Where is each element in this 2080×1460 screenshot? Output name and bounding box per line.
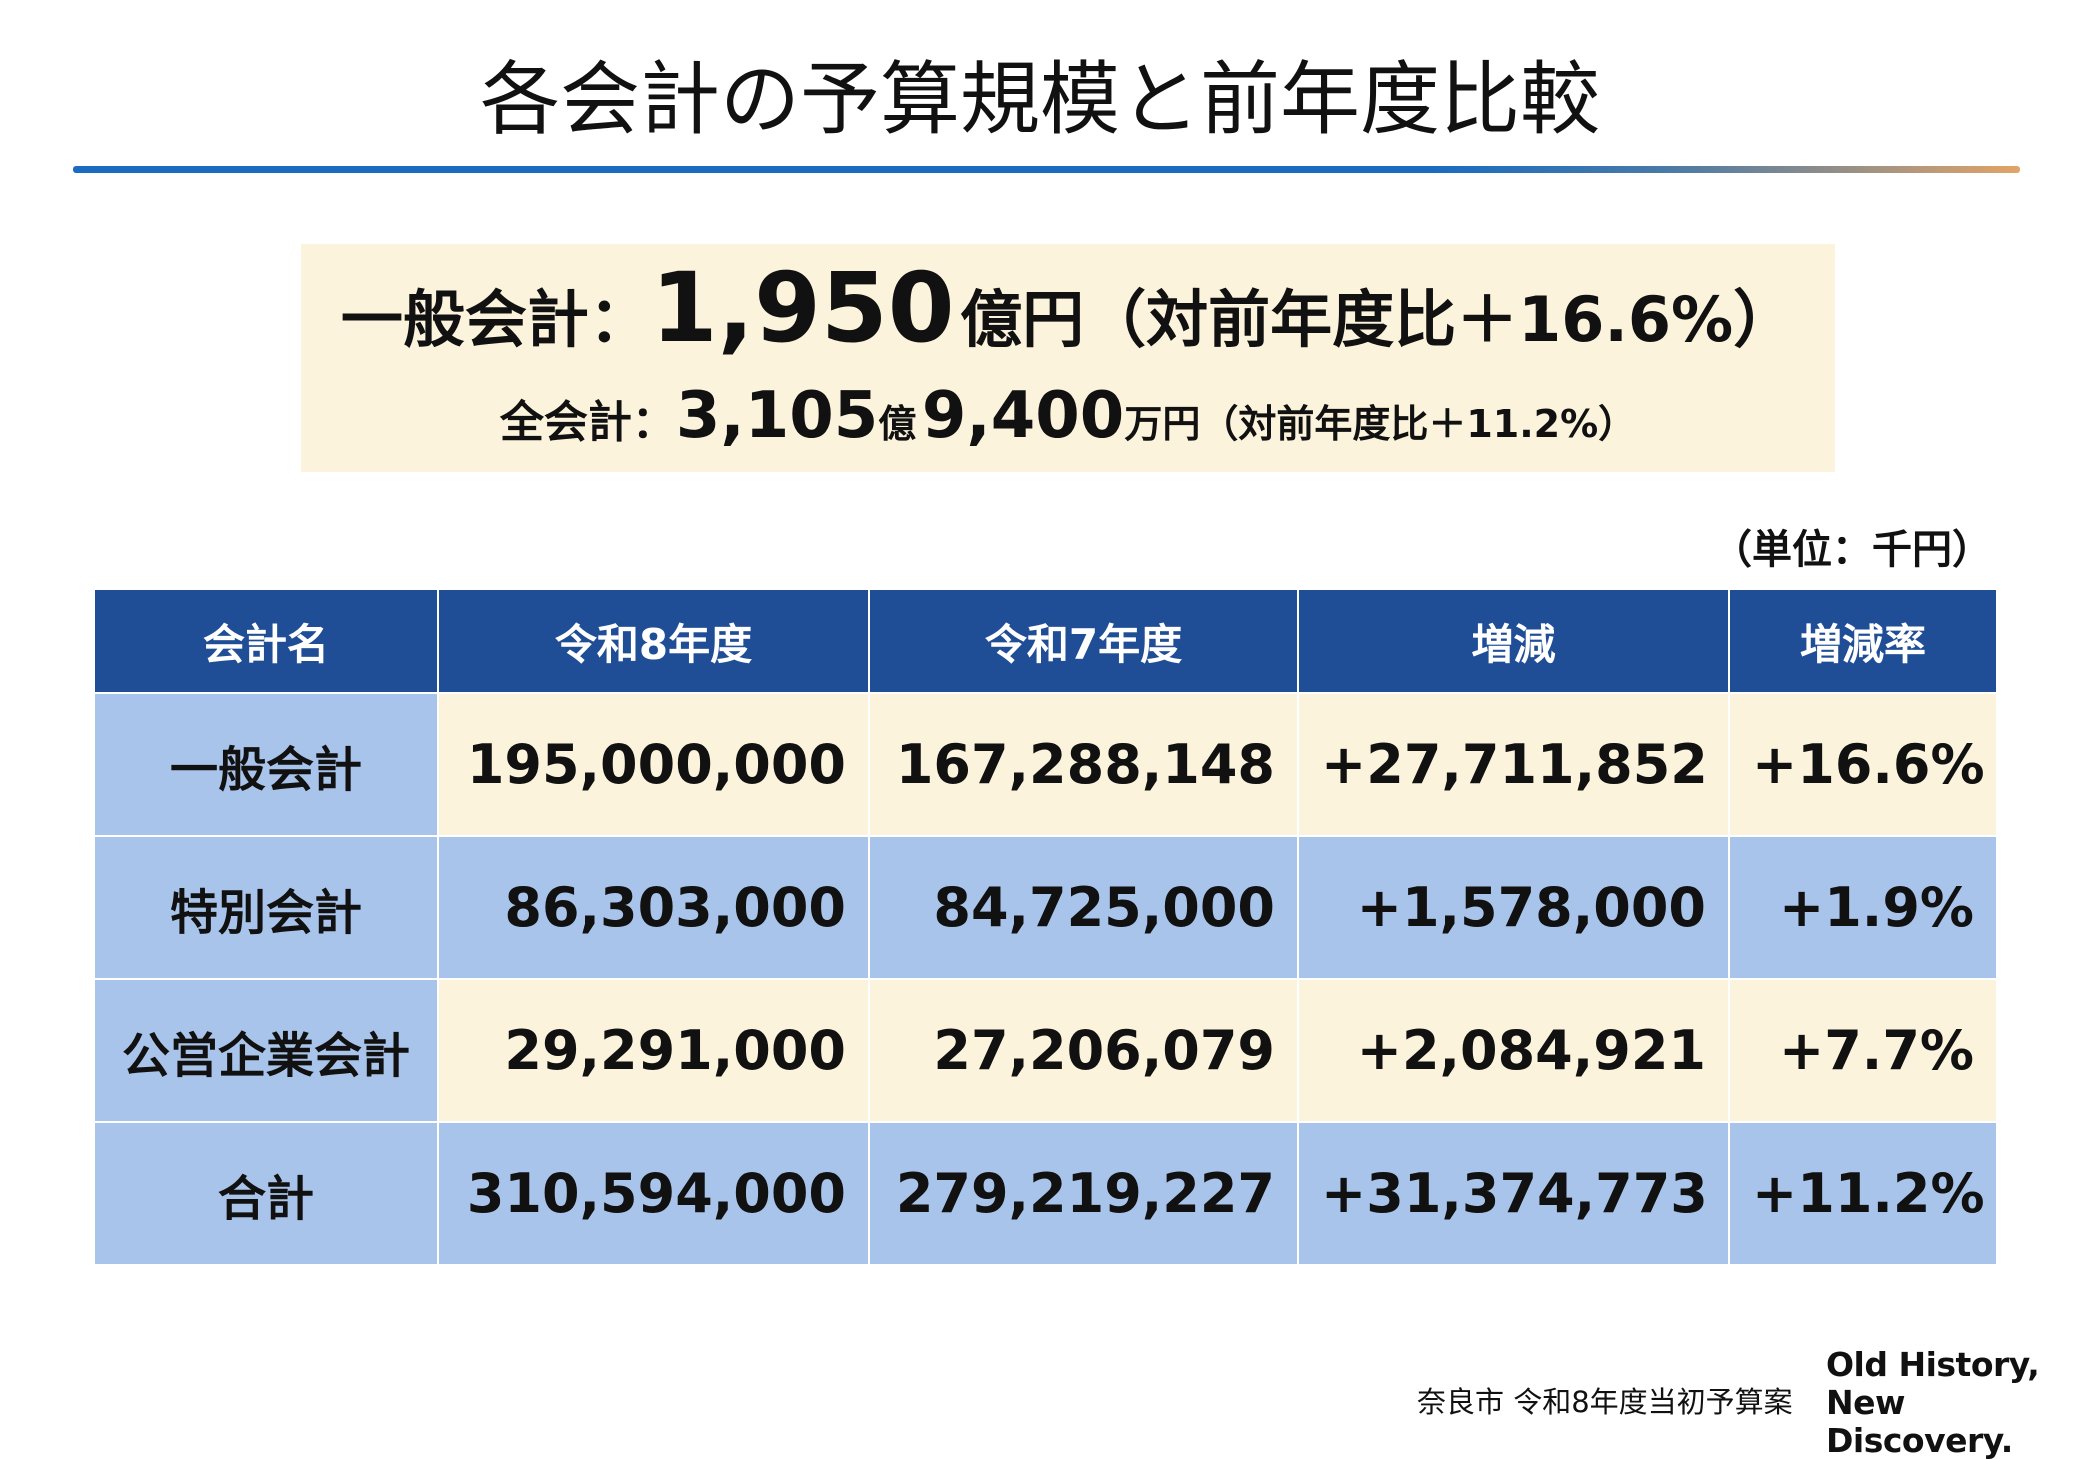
cell: 279,219,227 bbox=[868, 1121, 1299, 1266]
cell: 86,303,000 bbox=[437, 835, 870, 980]
unit: 億 bbox=[878, 402, 917, 446]
table-row: 合計 310,594,000 279,219,227 +31,374,773 +11.2… bbox=[93, 1121, 1998, 1266]
total-summary: 全会計：3,105億 9,400万円（対前年度比＋11.2%） bbox=[301, 376, 1835, 472]
source: 奈良市 令和8年度当初予算案 bbox=[1417, 1385, 1793, 1419]
header-cell: 令和8年度 bbox=[437, 588, 870, 694]
amount: 1,950 bbox=[650, 252, 955, 364]
cell: 84,725,000 bbox=[868, 835, 1299, 980]
cell: 195,000,000 bbox=[437, 692, 870, 837]
row-label: 公営企業会計 bbox=[93, 978, 439, 1123]
header-cell: 増減 bbox=[1297, 588, 1730, 694]
amount: 9,400 bbox=[921, 379, 1125, 453]
unit-note: （単位：千円） bbox=[1712, 527, 1992, 573]
table-row: 一般会計 195,000,000 167,288,148 +27,711,852 +16… bbox=[93, 692, 1998, 837]
cell: +11.2% bbox=[1728, 1121, 1998, 1266]
cell: 27,206,079 bbox=[868, 978, 1299, 1123]
cell: 310,594,000 bbox=[437, 1121, 870, 1266]
cell: +2,084,921 bbox=[1297, 978, 1730, 1123]
header-cell: 令和7年度 bbox=[868, 588, 1299, 694]
cell: +16.6% bbox=[1728, 692, 1998, 837]
cell: +1.9% bbox=[1728, 835, 1998, 980]
header-row: 会計名 令和8年度 令和7年度 増減 増減率 bbox=[93, 588, 1998, 694]
row-label: 特別会計 bbox=[93, 835, 439, 980]
logo-line: New Discovery. bbox=[1826, 1383, 2013, 1460]
cell: +27,711,852 bbox=[1297, 692, 1730, 837]
row-label: 合計 bbox=[93, 1121, 439, 1266]
cell: +1,578,000 bbox=[1297, 835, 1730, 980]
suffix: 万円（対前年度比＋11.2%） bbox=[1124, 402, 1637, 446]
row-label: 一般会計 bbox=[93, 692, 439, 837]
cell: 29,291,000 bbox=[437, 978, 870, 1123]
title-rule bbox=[73, 166, 2020, 173]
logo: Old History, New Discovery. bbox=[1826, 1346, 2080, 1460]
table-row: 公営企業会計 29,291,000 27,206,079 +2,084,921 +7.7… bbox=[93, 978, 1998, 1123]
cell: 167,288,148 bbox=[868, 692, 1299, 837]
amount: 3,105 bbox=[675, 379, 879, 453]
table-row: 特別会計 86,303,000 84,725,000 +1,578,000 +1.9% bbox=[93, 835, 1998, 980]
title: 各会計の予算規模と前年度比較 bbox=[480, 53, 1600, 146]
general-summary: 一般会計：1,950 億円（対前年度比＋16.6%） bbox=[301, 258, 1835, 386]
label: 全会計： bbox=[499, 397, 676, 448]
budget-table: 会計名 令和8年度 令和7年度 増減 増減率 一般会計 195,000,000 167,28… bbox=[93, 588, 1998, 1266]
label: 一般会計： bbox=[340, 283, 651, 356]
cell: +7.7% bbox=[1728, 978, 1998, 1123]
summary-box bbox=[301, 244, 1835, 472]
suffix: 億円（対前年度比＋16.6%） bbox=[960, 283, 1796, 356]
logo-line: Old History, bbox=[1826, 1345, 2040, 1384]
cell: +31,374,773 bbox=[1297, 1121, 1730, 1266]
header-cell: 会計名 bbox=[93, 588, 439, 694]
header-cell: 増減率 bbox=[1728, 588, 1998, 694]
